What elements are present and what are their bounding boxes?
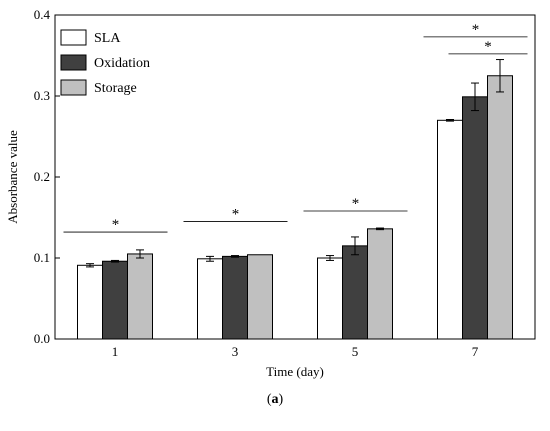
significance-star: * <box>472 22 480 38</box>
bar-oxidation <box>462 96 488 340</box>
legend-swatch-sla <box>60 29 87 46</box>
significance-star: * <box>112 217 120 233</box>
significance-star: * <box>352 196 360 212</box>
caption-open: ( <box>266 392 272 407</box>
legend-label-storage: Storage <box>94 81 137 96</box>
bar-sla <box>77 264 103 340</box>
y-tick-label: 0.2 <box>34 169 50 184</box>
bar-storage <box>247 254 273 340</box>
bar-storage <box>487 75 513 340</box>
caption-letter: a <box>271 392 279 407</box>
y-axis-title: Absorbance value <box>5 130 20 224</box>
bar-sla <box>317 257 343 340</box>
bar-oxidation <box>342 245 368 340</box>
bar-chart: 0.00.10.20.30.41 3 5 7*****SLAOxidationStor… <box>5 7 536 379</box>
legend-label-oxidation: Oxidation <box>94 56 150 71</box>
bar-oxidation <box>102 260 128 340</box>
bar-sla <box>197 258 223 340</box>
bar-oxidation <box>222 255 248 340</box>
legend-swatch-storage <box>60 79 87 96</box>
y-tick-label: 0.1 <box>34 250 50 265</box>
bar-storage <box>127 253 153 340</box>
x-tick-label: 7 <box>472 344 479 359</box>
caption-close: ) <box>278 392 284 407</box>
x-tick-label: 3 <box>232 344 239 359</box>
x-axis-title: Time (day) <box>266 364 324 379</box>
y-tick-label: 0.4 <box>34 7 51 22</box>
bar-sla <box>437 119 463 340</box>
y-tick-label: 0.3 <box>34 88 50 103</box>
x-tick-label: 1 <box>112 344 119 359</box>
bar-storage <box>367 228 393 340</box>
significance-star: * <box>232 207 240 223</box>
x-tick-label: 5 <box>352 344 359 359</box>
significance-star: * <box>484 39 492 55</box>
legend-label-sla: SLA <box>94 31 121 46</box>
y-tick-label: 0.0 <box>34 331 50 346</box>
legend-swatch-oxidation <box>60 54 87 71</box>
figure-caption: (a) <box>0 392 550 408</box>
